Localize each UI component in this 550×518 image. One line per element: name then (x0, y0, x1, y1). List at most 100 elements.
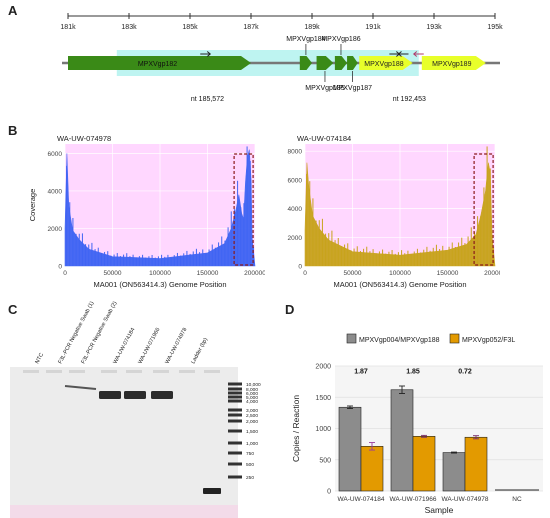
gene-label: MPXVgp184 (286, 36, 325, 43)
bar (360, 446, 384, 492)
ladder-band (228, 408, 242, 412)
gel-band (99, 391, 121, 399)
ladder-band (228, 475, 242, 479)
primer-arrow-head (412, 51, 418, 57)
ladder-label: 10,000 (246, 382, 261, 388)
gel-well (69, 370, 85, 373)
y-tick-label: 1500 (315, 395, 331, 402)
y-tick-label: 8000 (288, 149, 303, 156)
bar (442, 452, 466, 492)
ladder-band (228, 451, 242, 455)
gene-label: MPXVgp189 (432, 61, 471, 68)
gel-band (151, 391, 173, 399)
scale-tick-label: 181k (60, 24, 76, 31)
scale-tick-label: 193k (426, 24, 442, 31)
ladder-label: 5,000 (246, 395, 258, 401)
coverage-plot-074184: 0 2000 4000 6000 8000 0 50000 100000 150000 20000… (288, 134, 500, 289)
gel-bottom-tint (10, 505, 238, 518)
ratio-label: 0.72 (458, 369, 472, 376)
x-axis-label: MA001 (ON563414.3) Genome Position (94, 280, 227, 289)
ladder-label: 1,500 (246, 429, 258, 435)
ladder-band (228, 382, 242, 386)
x-axis-label: MA001 (ON563414.3) Genome Position (334, 280, 467, 289)
gel-image: NTC F3L-PCR Negative Swab (1)F3L-PCR Nega… (10, 300, 261, 518)
gene-label: MPXVgp185 (305, 85, 344, 92)
x-tick-label: NC (512, 496, 522, 503)
ladder-label: 500 (246, 462, 254, 468)
bar-chart-copies: 0 500 1000 1500 2000 WA-UW-074184 1.87 WA-UW-07… (291, 333, 543, 515)
x-tick-label: 200000 (484, 270, 500, 277)
x-tick-label: 50000 (103, 270, 121, 277)
gel-well (101, 370, 117, 373)
y-tick-label: 6000 (48, 151, 63, 158)
ladder-band (228, 391, 242, 395)
gene-label: MPXVgp182 (138, 61, 177, 68)
gene-arrow (68, 56, 251, 70)
x-axis-label: Sample (425, 505, 454, 515)
gene-arrow (421, 56, 486, 70)
gene-map: 181k 183k 185k 187k 189k 191k 193k 195k MPXVgp18… (60, 13, 503, 103)
gel-well (126, 370, 142, 373)
scale-tick-label: 185k (182, 24, 198, 31)
scale-tick-label: 189k (304, 24, 320, 31)
x-tick-label: 150000 (437, 270, 459, 277)
bar (464, 436, 488, 492)
x-tick-label: WA-UW-071966 (390, 496, 437, 503)
lane-label: WA-UW-074184 (112, 327, 136, 365)
panel-label-b: B (8, 123, 18, 138)
nt-annotation: nt 192,453 (393, 96, 426, 103)
gel-well (23, 370, 39, 373)
x-tick-label: WA-UW-074978 (442, 496, 489, 503)
panel-label-d: D (285, 302, 295, 317)
primer-arrow-head (397, 51, 402, 57)
ladder-band (228, 419, 242, 423)
x-tick-label: 100000 (149, 270, 171, 277)
x-tick-label: WA-UW-074184 (338, 496, 385, 503)
y-axis-label: Coverage (28, 189, 37, 222)
gel-well (46, 370, 62, 373)
ladder-label: 1,000 (246, 441, 258, 447)
lane-label: NTC (34, 352, 45, 365)
gene-arrow (347, 56, 358, 70)
legend-swatch (346, 333, 357, 344)
y-tick-label: 6000 (288, 177, 303, 184)
plot-title: WA-UW-074978 (57, 134, 111, 143)
ladder-band (228, 387, 242, 391)
y-tick-label: 2000 (288, 235, 303, 242)
x-tick-label: 150000 (197, 270, 219, 277)
panel-label-a: A (8, 3, 18, 18)
gel-band (124, 391, 146, 399)
ladder-band (228, 441, 242, 445)
bar (412, 436, 436, 492)
ladder-label: 750 (246, 451, 254, 457)
gene-arrow (316, 56, 334, 70)
legend-swatch (449, 333, 460, 344)
gene-arrow (359, 56, 413, 70)
ladder-label: 4,000 (246, 399, 258, 405)
gene-arrow (334, 56, 348, 70)
ladder-band (228, 413, 242, 417)
scale-tick-label: 191k (365, 24, 381, 31)
y-tick-label: 2000 (48, 226, 63, 233)
gel-well (179, 370, 195, 373)
bar (338, 406, 362, 492)
legend-label: MPXVgp052/F3L (462, 337, 515, 344)
nt-annotation: nt 185,572 (191, 96, 224, 103)
x-tick-label: 50000 (343, 270, 361, 277)
ratio-label: 1.87 (354, 369, 368, 376)
gel-background (10, 367, 238, 518)
x-tick-label: 200000 (244, 270, 265, 277)
plot-title: WA-UW-074184 (297, 134, 351, 143)
coverage-plot-074978: 0 2000 4000 6000 0 50000 100000 150000 200000 WA-… (28, 134, 265, 289)
bar (390, 389, 414, 492)
lane-label: WA-UW-071966 (137, 327, 161, 365)
gene-label: MPXVgp187 (333, 85, 372, 92)
panel-label-c: C (8, 302, 18, 317)
x-tick-label: 0 (63, 270, 67, 277)
y-tick-label: 0 (58, 264, 62, 271)
gel-well (204, 370, 220, 373)
ladder-label: 6,000 (246, 391, 258, 397)
ladder-band (228, 462, 242, 466)
gene-label: MPXVgp186 (321, 36, 360, 43)
gel-smear (64, 385, 97, 390)
